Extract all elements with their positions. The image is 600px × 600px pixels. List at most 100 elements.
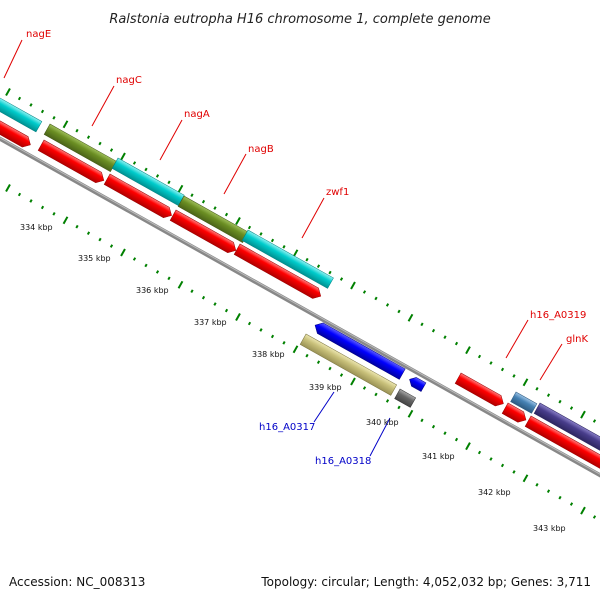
genome-backbone bbox=[0, 136, 600, 478]
tick-mark-lower bbox=[328, 366, 332, 371]
tick-mark-lower bbox=[489, 457, 493, 461]
tick-mark-upper bbox=[213, 206, 217, 210]
tick-row-upper bbox=[5, 88, 597, 423]
gene-label-nagB[interactable]: nagB bbox=[248, 144, 274, 155]
tick-mark-lower bbox=[454, 437, 459, 442]
tick-mark-lower bbox=[431, 424, 436, 429]
tick-mark-upper bbox=[120, 152, 126, 161]
genome-backbone-highlight bbox=[0, 137, 600, 475]
tick-mark-upper bbox=[443, 335, 447, 339]
tick-mark-upper bbox=[477, 354, 482, 359]
kbp-label: 343 kbp bbox=[533, 524, 566, 533]
kbp-label: 340 kbp bbox=[366, 418, 399, 427]
tick-mark-lower bbox=[305, 353, 309, 358]
tick-mark-upper bbox=[558, 399, 562, 404]
kbp-label: 339 kbp bbox=[309, 383, 342, 392]
nagB-leader bbox=[223, 153, 247, 195]
tick-mark-upper bbox=[339, 277, 344, 281]
tick-mark-upper bbox=[522, 378, 529, 387]
cds-arrow-glnK[interactable] bbox=[524, 415, 600, 473]
tick-mark-lower bbox=[350, 377, 356, 386]
tick-mark-upper bbox=[167, 180, 171, 185]
tick-mark-lower bbox=[155, 270, 160, 274]
tick-mark-upper bbox=[397, 309, 401, 314]
tick-mark-lower bbox=[40, 205, 45, 210]
tick-mark-upper bbox=[592, 419, 597, 423]
tick-mark-lower bbox=[224, 308, 229, 313]
tick-mark-upper bbox=[569, 406, 574, 410]
gene-label-zwf1[interactable]: zwf1 bbox=[326, 187, 349, 198]
cds-arrow-nagA[interactable] bbox=[103, 173, 174, 221]
tick-mark-lower bbox=[120, 248, 126, 257]
cds-arrow-nagC[interactable] bbox=[37, 139, 107, 186]
gene-h16_A0318-blue-feature[interactable] bbox=[407, 375, 427, 392]
tick-mark-lower bbox=[546, 489, 551, 493]
footer-accession: Accession: NC_008313 bbox=[9, 575, 145, 589]
nagA-leader bbox=[159, 119, 183, 161]
tick-mark-upper bbox=[535, 387, 539, 391]
tick-mark-lower bbox=[592, 515, 597, 519]
tick-mark-upper bbox=[52, 116, 56, 120]
tick-mark-lower bbox=[558, 495, 562, 500]
gene-glnK-feature[interactable] bbox=[533, 402, 600, 453]
tick-mark-upper bbox=[247, 225, 252, 230]
tick-mark-upper bbox=[62, 120, 69, 129]
tick-mark-upper bbox=[350, 281, 356, 290]
tick-mark-lower bbox=[270, 334, 275, 339]
cds-arrow-h16_A0319[interactable] bbox=[454, 372, 506, 409]
tick-mark-upper bbox=[420, 322, 424, 327]
tick-mark-upper bbox=[500, 367, 505, 372]
tick-mark-lower bbox=[397, 405, 401, 410]
gene-zwf1-feature[interactable] bbox=[241, 229, 334, 289]
tick-mark-upper bbox=[177, 184, 184, 193]
tick-mark-lower bbox=[17, 192, 22, 197]
tick-mark-upper bbox=[17, 96, 22, 101]
tick-mark-upper bbox=[86, 135, 91, 139]
gene-h16_A0317-feature[interactable] bbox=[299, 333, 398, 396]
tick-mark-lower bbox=[316, 360, 321, 364]
tick-mark-lower bbox=[201, 295, 206, 300]
gene-label-h16_A0317[interactable]: h16_A0317 bbox=[259, 422, 315, 433]
tick-mark-lower bbox=[29, 199, 33, 203]
tick-mark-upper bbox=[282, 245, 286, 249]
gene-h16_A0317-upper-feature[interactable] bbox=[312, 320, 406, 380]
kbp-scale-labels: 334 kbp 335 kbp 336 kbp 337 kbp 338 kbp 339 k… bbox=[20, 223, 566, 533]
tick-mark-upper bbox=[155, 174, 160, 178]
tick-mark-upper bbox=[201, 199, 206, 204]
tick-mark-lower bbox=[443, 431, 447, 435]
cds-arrow-nagE[interactable] bbox=[0, 117, 33, 150]
zwf1-leader bbox=[301, 197, 325, 239]
cds-arrow-nagB[interactable] bbox=[169, 209, 239, 256]
gene-label-nagE[interactable]: nagE bbox=[26, 29, 51, 40]
tick-mark-lower bbox=[213, 302, 217, 306]
gene-h16_A0318-feature[interactable] bbox=[394, 388, 417, 408]
glnK-leader bbox=[539, 343, 563, 381]
tick-mark-lower bbox=[109, 244, 114, 248]
tick-mark-upper bbox=[75, 128, 79, 133]
tick-row-lower bbox=[5, 184, 597, 519]
cds-arrow-zwf1[interactable] bbox=[233, 243, 324, 301]
gene-label-nagC[interactable]: nagC bbox=[116, 75, 142, 86]
gene-label-h16_A0319[interactable]: h16_A0319 bbox=[530, 310, 586, 321]
tick-mark-upper bbox=[144, 167, 148, 172]
gene-h16_A0319-feature[interactable] bbox=[510, 391, 538, 414]
tick-mark-lower bbox=[477, 450, 482, 455]
tick-mark-lower bbox=[167, 276, 171, 281]
kbp-label: 338 kbp bbox=[252, 350, 285, 359]
tick-mark-upper bbox=[235, 217, 241, 225]
tick-mark-lower bbox=[259, 328, 263, 332]
tick-mark-upper bbox=[292, 249, 299, 258]
gene-label-glnK[interactable]: glnK bbox=[566, 334, 588, 345]
tick-mark-upper bbox=[431, 328, 436, 333]
tick-mark-lower bbox=[512, 470, 516, 474]
tick-mark-lower bbox=[385, 399, 390, 403]
gene-nagE-feature[interactable] bbox=[0, 87, 43, 133]
gene-label-nagA[interactable]: nagA bbox=[184, 109, 210, 120]
tick-mark-lower bbox=[62, 216, 69, 225]
tick-mark-lower bbox=[522, 474, 529, 483]
tick-mark-upper bbox=[98, 141, 102, 146]
gene-label-h16_A0318[interactable]: h16_A0318 bbox=[315, 456, 371, 467]
cds-arrow-h16_A0319b[interactable] bbox=[501, 402, 529, 425]
tick-mark-lower bbox=[535, 483, 539, 487]
